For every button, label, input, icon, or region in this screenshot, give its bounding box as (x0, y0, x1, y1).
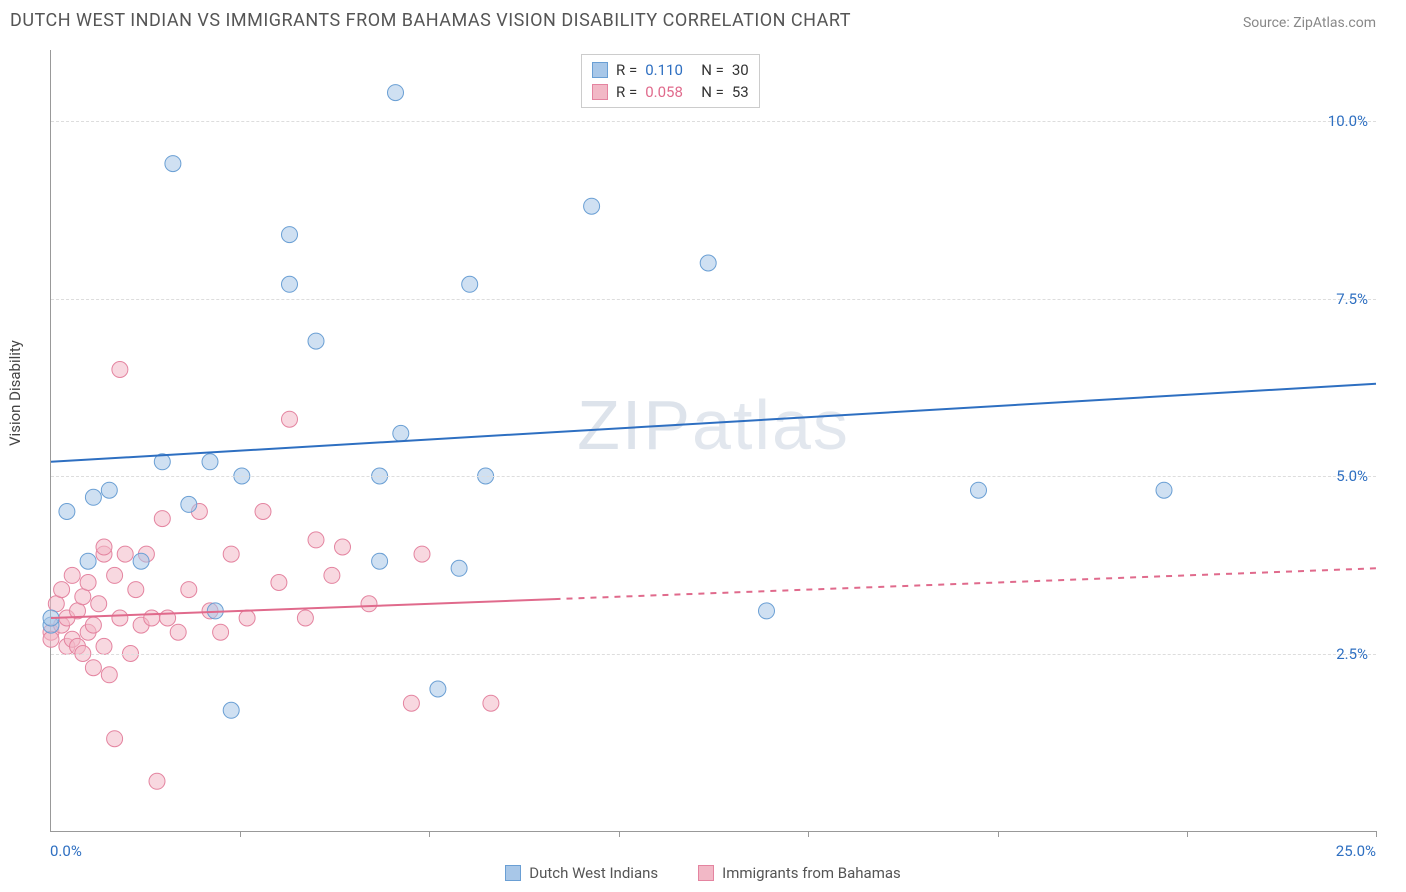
data-point (80, 553, 96, 569)
legend-item-b: Immigrants from Bahamas (698, 864, 901, 882)
data-point (43, 631, 59, 647)
legend-swatch-b (592, 84, 608, 100)
data-point (430, 681, 446, 697)
data-point (282, 276, 298, 292)
data-point (282, 227, 298, 243)
data-point (971, 482, 987, 498)
data-point (213, 624, 229, 640)
data-point (388, 85, 404, 101)
data-point (85, 489, 101, 505)
data-point (181, 582, 197, 598)
data-point (202, 454, 218, 470)
data-point (59, 504, 75, 520)
legend-swatch-a (592, 62, 608, 78)
data-point (96, 539, 112, 555)
r-value-a: 0.110 (645, 61, 693, 79)
series-b-name: Immigrants from Bahamas (722, 864, 901, 882)
series-a-name: Dutch West Indians (529, 864, 658, 882)
legend-item-a: Dutch West Indians (505, 864, 658, 882)
y-axis-label: Vision Disability (6, 340, 24, 446)
data-point (700, 255, 716, 271)
data-point (297, 610, 313, 626)
scatter-svg (51, 50, 1376, 831)
data-point (372, 553, 388, 569)
data-point (584, 198, 600, 214)
data-point (308, 333, 324, 349)
data-point (282, 411, 298, 427)
r-label-a: R = (616, 61, 637, 79)
trend-line (555, 568, 1377, 599)
correlation-legend: R = 0.110 N = 30 R = 0.058 N = 53 (581, 54, 760, 108)
data-point (149, 773, 165, 789)
data-point (96, 638, 112, 654)
source-label: Source: ZipAtlas.com (1243, 15, 1376, 31)
data-point (128, 582, 144, 598)
data-point (64, 567, 80, 583)
data-point (160, 610, 176, 626)
data-point (308, 532, 324, 548)
legend-swatch-a-bottom (505, 865, 521, 881)
data-point (451, 560, 467, 576)
data-point (101, 482, 117, 498)
data-point (393, 425, 409, 441)
chart-title: DUTCH WEST INDIAN VS IMMIGRANTS FROM BAH… (10, 10, 851, 31)
data-point (48, 596, 64, 612)
r-value-b: 0.058 (645, 83, 693, 101)
data-point (75, 589, 91, 605)
data-point (223, 546, 239, 562)
n-label-a: N = (701, 61, 724, 79)
data-point (91, 596, 107, 612)
data-point (112, 362, 128, 378)
y-tick-label: 7.5% (1336, 290, 1368, 308)
data-point (54, 582, 70, 598)
data-point (255, 504, 271, 520)
data-point (170, 624, 186, 640)
data-point (324, 567, 340, 583)
data-point (483, 695, 499, 711)
data-point (107, 731, 123, 747)
data-point (414, 546, 430, 562)
data-point (271, 575, 287, 591)
data-point (85, 617, 101, 633)
chart-plot-area: ZIPatlas R = 0.110 N = 30 R = 0.058 N = … (50, 50, 1376, 832)
data-point (165, 156, 181, 172)
x-axis-max-label: 25.0% (1336, 842, 1376, 860)
data-point (117, 546, 133, 562)
data-point (101, 667, 117, 683)
data-point (85, 660, 101, 676)
data-point (223, 702, 239, 718)
x-axis-min-label: 0.0% (50, 842, 82, 860)
y-tick-label: 5.0% (1336, 467, 1368, 485)
data-point (107, 567, 123, 583)
legend-row-a: R = 0.110 N = 30 (592, 59, 749, 81)
data-point (144, 610, 160, 626)
data-point (154, 511, 170, 527)
data-point (403, 695, 419, 711)
n-value-a: 30 (732, 61, 749, 79)
data-point (759, 603, 775, 619)
n-label-b: N = (701, 83, 724, 101)
y-tick-label: 2.5% (1336, 645, 1368, 663)
data-point (112, 610, 128, 626)
data-point (239, 610, 255, 626)
legend-row-b: R = 0.058 N = 53 (592, 81, 749, 103)
data-point (361, 596, 377, 612)
r-label-b: R = (616, 83, 637, 101)
trend-line (51, 384, 1376, 462)
series-legend: Dutch West Indians Immigrants from Baham… (0, 864, 1406, 882)
data-point (462, 276, 478, 292)
n-value-b: 53 (732, 83, 749, 101)
y-tick-label: 10.0% (1328, 112, 1368, 130)
data-point (181, 496, 197, 512)
data-point (80, 575, 96, 591)
data-point (335, 539, 351, 555)
legend-swatch-b-bottom (698, 865, 714, 881)
data-point (133, 553, 149, 569)
data-point (1156, 482, 1172, 498)
